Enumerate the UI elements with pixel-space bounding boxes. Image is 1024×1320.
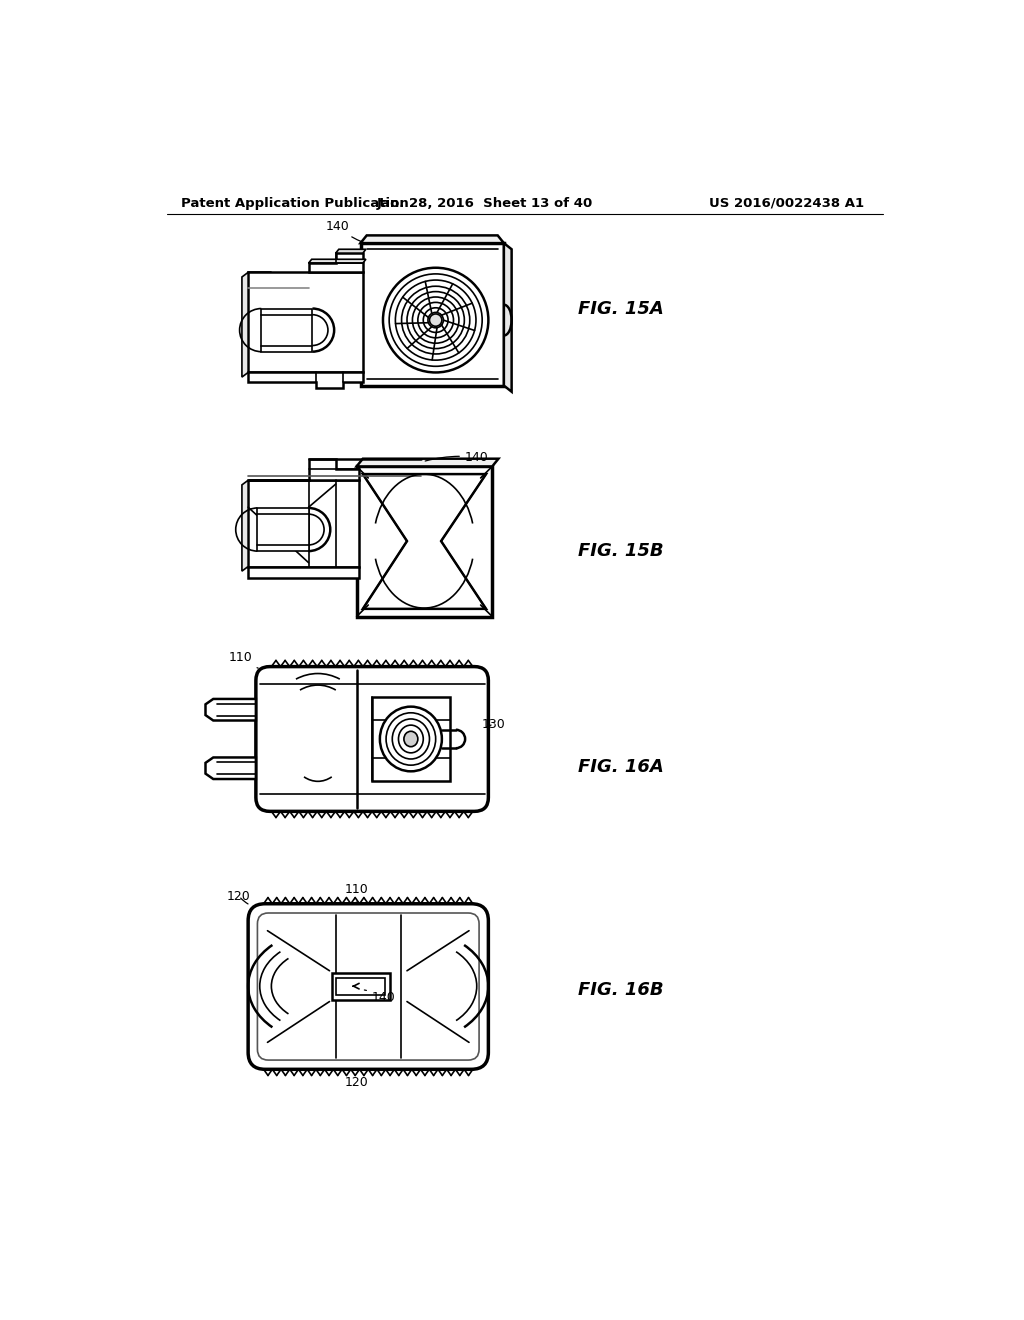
Polygon shape — [504, 243, 512, 392]
Text: FIG. 15B: FIG. 15B — [578, 543, 664, 560]
Polygon shape — [360, 243, 504, 385]
Text: 140: 140 — [365, 990, 395, 1005]
Polygon shape — [336, 249, 366, 253]
Ellipse shape — [429, 314, 442, 326]
Polygon shape — [362, 474, 486, 609]
Text: FIG. 15A: FIG. 15A — [578, 300, 664, 318]
Text: 120: 120 — [345, 1069, 369, 1089]
Text: 110: 110 — [345, 883, 369, 904]
Text: Jan. 28, 2016  Sheet 13 of 40: Jan. 28, 2016 Sheet 13 of 40 — [377, 197, 593, 210]
Polygon shape — [308, 253, 362, 272]
Text: 130: 130 — [482, 718, 506, 731]
Polygon shape — [206, 758, 256, 779]
Ellipse shape — [383, 268, 488, 372]
Polygon shape — [360, 235, 504, 243]
Text: 140: 140 — [425, 450, 488, 463]
Polygon shape — [261, 309, 312, 351]
Text: 120: 120 — [227, 890, 251, 904]
Ellipse shape — [380, 706, 442, 771]
FancyBboxPatch shape — [248, 904, 488, 1069]
Bar — [372, 697, 450, 781]
Polygon shape — [248, 272, 362, 372]
Text: 140: 140 — [326, 219, 362, 242]
Polygon shape — [242, 272, 248, 378]
FancyBboxPatch shape — [256, 667, 488, 812]
Text: Patent Application Publication: Patent Application Publication — [180, 197, 409, 210]
Ellipse shape — [389, 275, 482, 367]
Polygon shape — [248, 372, 362, 388]
Polygon shape — [248, 566, 359, 578]
Text: US 2016/0022438 A1: US 2016/0022438 A1 — [710, 197, 864, 210]
Polygon shape — [248, 459, 359, 480]
Text: FIG. 16A: FIG. 16A — [578, 758, 664, 776]
Polygon shape — [257, 508, 308, 552]
Polygon shape — [248, 480, 359, 566]
Text: FIG. 16B: FIG. 16B — [578, 981, 664, 999]
Polygon shape — [356, 459, 499, 466]
Polygon shape — [242, 480, 248, 572]
Text: 110: 110 — [228, 651, 258, 668]
Polygon shape — [356, 466, 493, 616]
Bar — [332, 973, 390, 1001]
Ellipse shape — [403, 731, 418, 747]
Bar — [337, 978, 385, 995]
Polygon shape — [206, 700, 256, 721]
Polygon shape — [308, 259, 366, 263]
